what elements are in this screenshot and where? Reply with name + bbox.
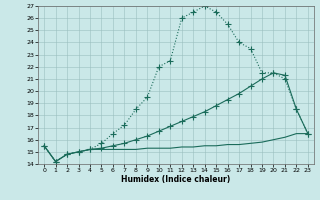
X-axis label: Humidex (Indice chaleur): Humidex (Indice chaleur) bbox=[121, 175, 231, 184]
